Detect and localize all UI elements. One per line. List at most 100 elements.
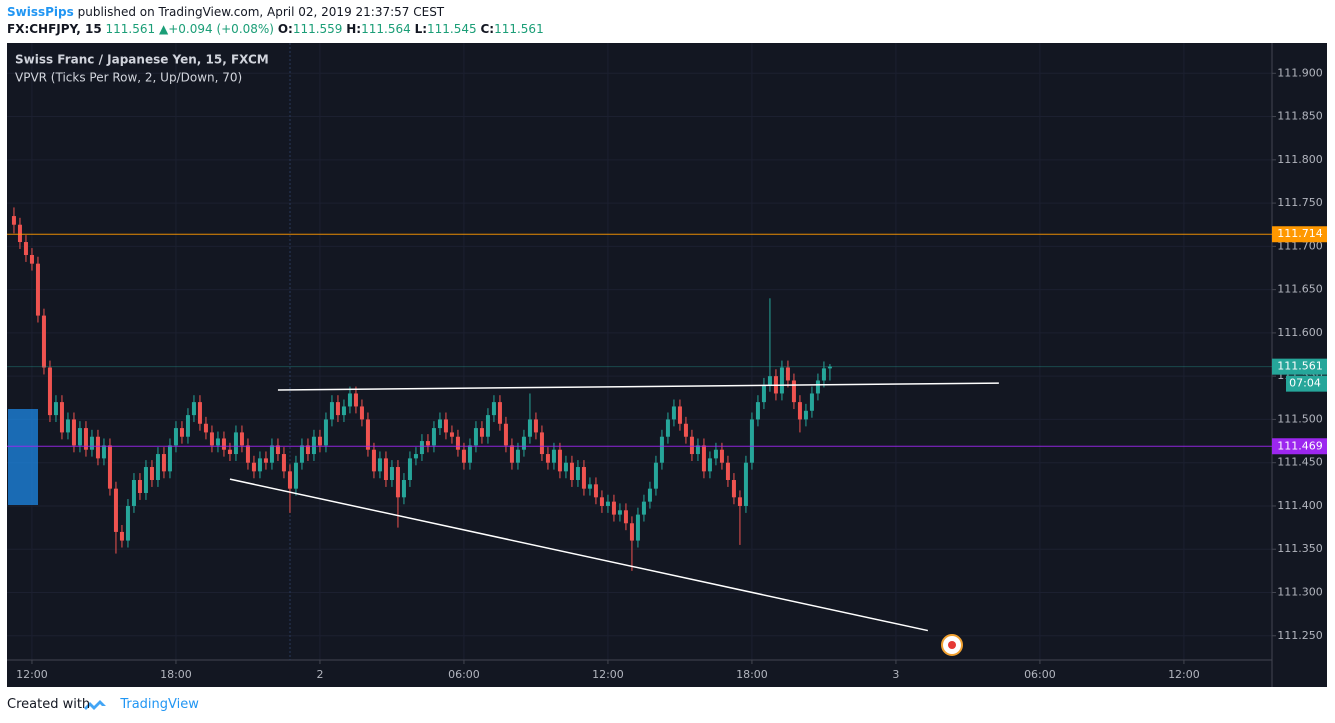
candle-body xyxy=(545,454,550,463)
candle-body xyxy=(323,419,328,446)
candle-body xyxy=(65,419,70,433)
x-tick-label: 3 xyxy=(892,668,899,681)
candle-body xyxy=(161,454,166,472)
candle-body xyxy=(53,402,58,416)
candle-body xyxy=(683,423,688,437)
candle-body xyxy=(149,467,154,481)
header-line-2: FX:CHFJPY, 15 111.561 ▲+0.094 (+0.08%) O… xyxy=(7,22,544,36)
y-tick-label: 111.250 xyxy=(1277,629,1323,642)
candle-body xyxy=(245,445,250,463)
candle-body xyxy=(563,462,568,472)
l: 111.545 xyxy=(427,22,477,36)
candle-body xyxy=(617,510,622,515)
candle-body xyxy=(599,497,604,506)
tv-logo xyxy=(84,700,106,710)
candle-body xyxy=(503,423,508,446)
candle-body xyxy=(383,458,388,481)
candle-body xyxy=(143,467,148,493)
candle-body xyxy=(443,419,448,433)
candle-body xyxy=(581,467,586,489)
candle-body xyxy=(341,406,346,416)
x-tick-label: 12:00 xyxy=(592,668,624,681)
change: +0.094 (+0.08%) xyxy=(168,22,274,36)
candle-body xyxy=(509,445,514,463)
candle-body xyxy=(131,480,136,506)
candle-body xyxy=(11,216,16,225)
candle-body xyxy=(251,462,256,472)
candle-body xyxy=(137,480,142,493)
candle-body xyxy=(455,436,460,450)
candle-body xyxy=(653,462,658,489)
candle-body xyxy=(629,523,634,541)
candle-body xyxy=(551,449,556,463)
candle-body xyxy=(701,445,706,472)
candle-body xyxy=(539,432,544,455)
c: 111.561 xyxy=(494,22,544,36)
candle-body xyxy=(803,410,808,420)
candle-body xyxy=(377,458,382,472)
countdown: 07:04 xyxy=(1289,377,1321,390)
candle-body xyxy=(779,367,784,394)
candle-body xyxy=(275,445,280,455)
y-tick-label: 111.800 xyxy=(1277,153,1323,166)
candle-body xyxy=(695,445,700,455)
candle-body xyxy=(755,402,760,420)
symbol: FX:CHFJPY, 15 xyxy=(7,22,102,36)
candle-body xyxy=(89,436,94,450)
candle-body xyxy=(521,436,526,450)
candle-body xyxy=(527,419,532,437)
candle-body xyxy=(203,423,208,433)
candle-body xyxy=(287,471,292,489)
candle-body xyxy=(83,428,88,450)
candle-body xyxy=(719,449,724,463)
value-area xyxy=(8,409,38,505)
price-label: 111.469 xyxy=(1277,439,1323,452)
candle-body xyxy=(707,458,712,472)
candle-body xyxy=(593,484,598,498)
candle-body xyxy=(335,402,340,416)
candle-body xyxy=(59,402,64,433)
candle-body xyxy=(239,432,244,446)
author[interactable]: SwissPips xyxy=(7,5,74,19)
candle-body xyxy=(425,441,430,446)
candle-body xyxy=(641,501,646,515)
candle-body xyxy=(821,368,826,381)
candle-body xyxy=(215,438,220,446)
candle-body xyxy=(761,384,766,403)
candle-body xyxy=(605,501,610,506)
candle-body xyxy=(281,454,286,472)
x-tick-label: 12:00 xyxy=(1168,668,1200,681)
candle-body xyxy=(575,467,580,481)
candle-body xyxy=(371,449,376,472)
candle-body xyxy=(407,458,412,481)
candle-body xyxy=(125,505,130,541)
candle-body xyxy=(365,419,370,450)
candle-body xyxy=(35,263,40,316)
x-tick-label: 2 xyxy=(316,668,323,681)
l-label: L: xyxy=(414,22,428,36)
candle-body xyxy=(119,531,124,541)
last: 111.561 xyxy=(105,22,156,36)
x-tick-label: 06:00 xyxy=(1024,668,1056,681)
candle-body xyxy=(785,367,790,381)
o: 111.559 xyxy=(292,22,343,36)
replay-icon-dot xyxy=(948,641,956,649)
candle-body xyxy=(791,380,796,403)
y-tick-label: 111.450 xyxy=(1277,456,1323,469)
candle-body xyxy=(101,445,106,459)
footer-brand[interactable]: TradingView xyxy=(120,697,199,712)
candle-body xyxy=(713,449,718,459)
candle-body xyxy=(689,436,694,455)
arrow: ▲ xyxy=(158,22,169,36)
candle-body xyxy=(167,445,172,472)
candle-body xyxy=(635,514,640,541)
candle-body xyxy=(77,428,82,446)
y-tick-label: 111.500 xyxy=(1277,412,1323,425)
candle-body xyxy=(431,428,436,446)
candle-body xyxy=(515,449,520,463)
candle-body xyxy=(299,445,304,463)
candle-body xyxy=(737,497,742,506)
candle-body xyxy=(179,428,184,437)
h-label: H: xyxy=(346,22,362,36)
